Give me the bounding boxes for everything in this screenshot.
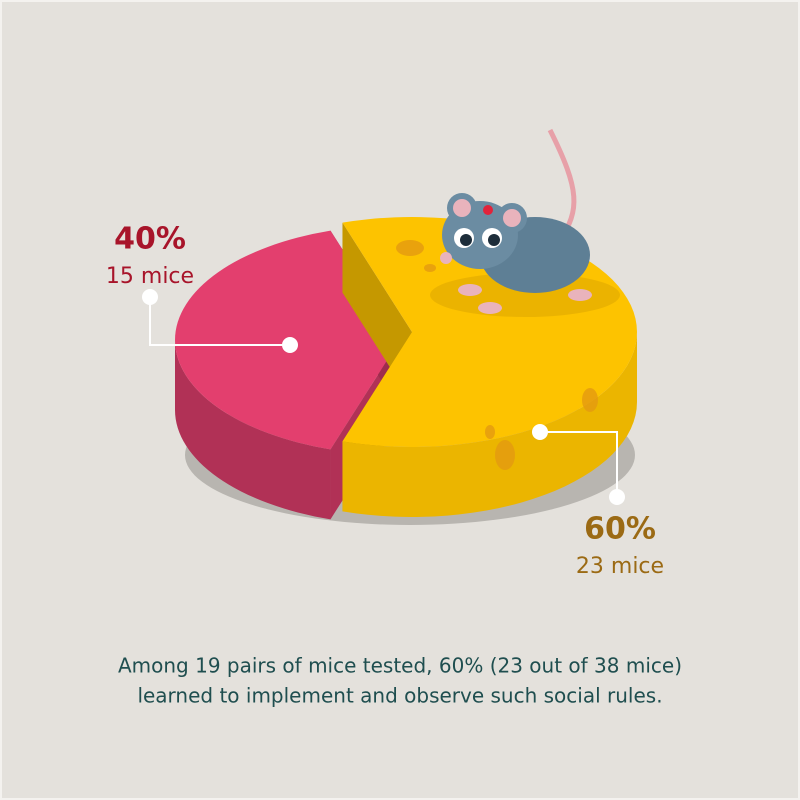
count-label: 23 mice — [576, 554, 664, 579]
slice-side — [342, 332, 638, 517]
cheese-hole — [582, 388, 598, 412]
leader-dot — [282, 337, 298, 353]
value-label: 60% — [584, 512, 656, 547]
leader-dot — [532, 424, 548, 440]
count-label: 15 mice — [106, 264, 194, 289]
caption: learned to implement and observe such so… — [137, 684, 662, 708]
slice-side — [175, 340, 331, 520]
slice-face — [342, 222, 412, 402]
mouse-illustration — [430, 128, 620, 317]
cheese-hole — [424, 264, 436, 272]
pie — [175, 216, 638, 520]
labels: 40% 15 mice 60% 23 mice — [106, 222, 664, 580]
leader-line — [540, 431, 618, 497]
leader-dot — [609, 489, 625, 505]
value-label: 40% — [114, 222, 186, 257]
leader-dot — [142, 289, 158, 305]
cheese-hole — [485, 425, 495, 439]
leader-line — [149, 297, 290, 346]
cheese-hole — [495, 440, 515, 470]
cheese-hole — [396, 240, 424, 256]
caption: Among 19 pairs of mice tested, 60% (23 o… — [118, 654, 682, 678]
